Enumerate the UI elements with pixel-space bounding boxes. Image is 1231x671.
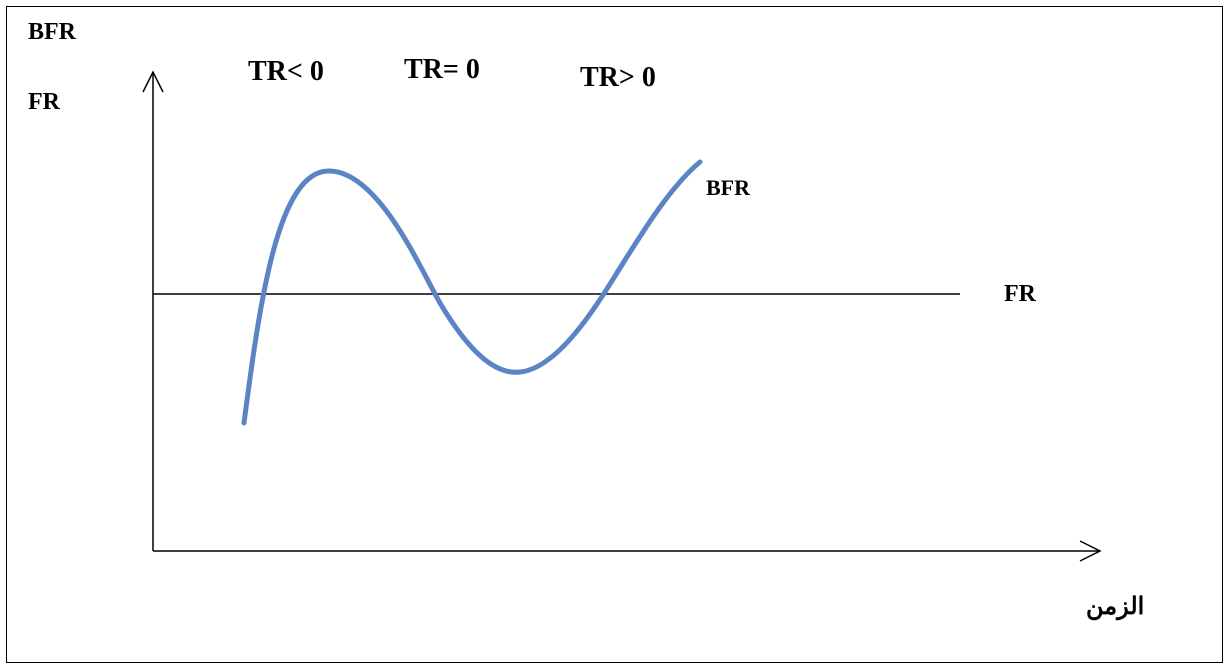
zone-label-tr-zero: TR= 0 <box>404 54 480 85</box>
diagram-frame <box>6 6 1223 663</box>
curve-label-bfr: BFR <box>706 175 750 200</box>
y-axis-arrowhead <box>142 70 164 93</box>
x-axis-label-time: الزمن <box>1086 594 1145 620</box>
y-axis-label-bfr: BFR <box>28 19 76 45</box>
zone-label-tr-negative: TR< 0 <box>248 56 324 87</box>
bfr-curve <box>241 159 703 426</box>
line-label-fr: FR <box>1004 281 1036 307</box>
x-axis-arrowhead <box>1079 540 1102 562</box>
zone-label-tr-positive: TR> 0 <box>580 62 656 93</box>
y-axis-label-fr: FR <box>28 89 60 115</box>
